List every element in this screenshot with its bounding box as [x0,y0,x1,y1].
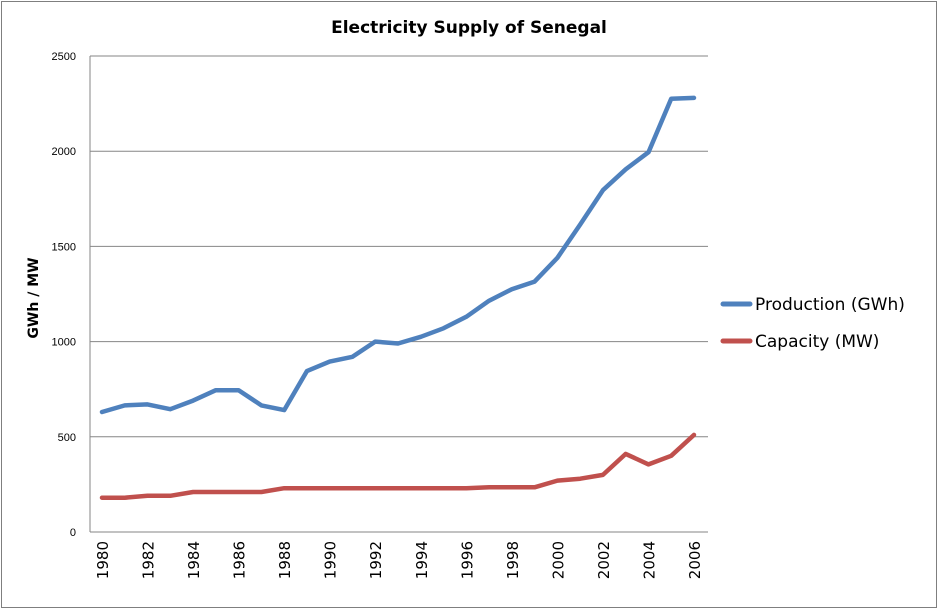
x-tick-label: 1994 [413,541,431,579]
x-tick-label: 1984 [185,541,203,579]
y-tick-label: 0 [70,527,76,539]
x-tick-label: 2002 [595,541,613,579]
legend: Production (GWh) Capacity (MW) [720,295,905,352]
x-tick-label: 1990 [322,541,340,579]
legend-label: Capacity (MW) [755,332,879,352]
chart-title: Electricity Supply of Senegal [331,18,607,38]
y-axis-label: GWh / MW [26,257,42,338]
series-line-production [99,95,697,415]
y-tick-label: 1000 [52,337,76,349]
x-tick-label: 1982 [140,541,158,579]
x-tick-labels: 1980 1982 1984 1986 1988 1990 1992 1994 1996 1998… [94,541,704,579]
x-tick-label: 2004 [640,541,658,579]
gridlines [89,55,708,533]
series-line-capacity [99,432,697,500]
x-tick-label: 1998 [504,541,522,579]
y-tick-label: 500 [58,432,76,444]
x-tick-label: 1996 [458,541,476,579]
x-tick-label: 1986 [231,541,249,579]
legend-label: Production (GWh) [755,295,905,315]
x-tick-label: 1992 [367,541,385,579]
y-tick-label: 1500 [52,241,76,253]
x-tick-label: 2000 [549,541,567,579]
x-tick-label: 1988 [276,541,294,579]
y-tick-label: 2500 [52,51,76,63]
x-tick-label: 2006 [686,541,704,579]
y-tick-labels: 0 500 1000 1500 2000 2500 [52,51,76,539]
series-lines [99,95,697,500]
x-tick-label: 1980 [94,541,112,579]
y-tick-label: 2000 [52,146,76,158]
